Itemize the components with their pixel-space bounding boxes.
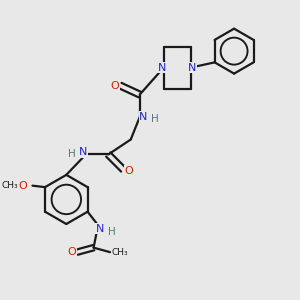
Text: O: O <box>67 247 76 257</box>
Text: H: H <box>68 149 75 160</box>
Text: H: H <box>108 227 116 237</box>
Text: N: N <box>79 147 87 157</box>
Text: CH₃: CH₃ <box>2 181 18 190</box>
Text: N: N <box>158 63 166 73</box>
Text: O: O <box>18 181 27 191</box>
Text: N: N <box>188 63 196 73</box>
Text: H: H <box>151 114 159 124</box>
Text: O: O <box>110 81 119 91</box>
Text: O: O <box>124 166 133 176</box>
Text: N: N <box>139 112 148 122</box>
Text: N: N <box>95 224 104 234</box>
Text: CH₃: CH₃ <box>111 248 128 257</box>
